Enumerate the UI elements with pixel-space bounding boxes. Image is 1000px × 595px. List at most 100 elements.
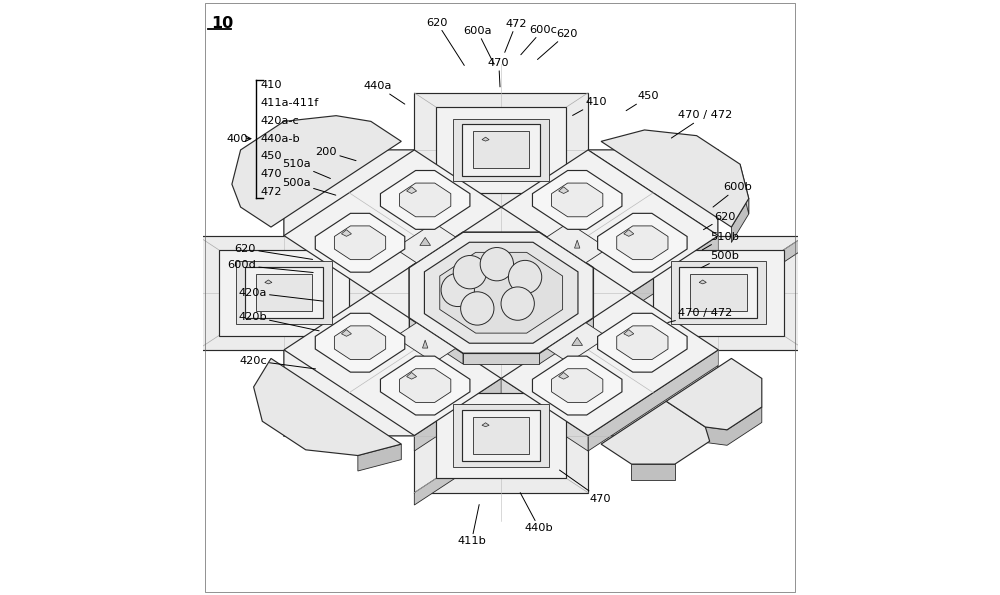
Polygon shape (315, 214, 405, 272)
Polygon shape (653, 250, 784, 336)
Polygon shape (740, 164, 749, 214)
Polygon shape (482, 423, 489, 427)
Text: 600c: 600c (521, 25, 557, 55)
Polygon shape (265, 280, 272, 284)
Polygon shape (588, 150, 718, 251)
Polygon shape (482, 137, 489, 141)
Polygon shape (197, 236, 371, 350)
Polygon shape (284, 150, 718, 436)
Polygon shape (462, 410, 540, 461)
Polygon shape (624, 330, 634, 336)
Polygon shape (409, 232, 593, 353)
Polygon shape (666, 358, 762, 430)
Text: 500b: 500b (701, 251, 739, 268)
Polygon shape (424, 242, 578, 343)
Polygon shape (631, 236, 805, 350)
Polygon shape (334, 226, 386, 259)
Circle shape (453, 255, 487, 289)
Polygon shape (453, 118, 549, 181)
Text: 450: 450 (626, 92, 660, 111)
Polygon shape (598, 314, 687, 372)
Text: 400: 400 (226, 134, 248, 143)
Polygon shape (601, 130, 749, 227)
Text: 411a-411f: 411a-411f (261, 98, 319, 108)
Polygon shape (552, 369, 603, 402)
Polygon shape (254, 358, 401, 456)
Polygon shape (699, 280, 706, 284)
Polygon shape (414, 93, 588, 207)
Text: 410: 410 (261, 80, 282, 90)
Polygon shape (731, 199, 749, 243)
Polygon shape (219, 250, 349, 336)
Polygon shape (400, 183, 451, 217)
Polygon shape (705, 407, 762, 445)
Text: 450: 450 (261, 152, 282, 161)
Circle shape (461, 292, 494, 325)
Polygon shape (380, 356, 470, 415)
Polygon shape (473, 417, 529, 454)
Polygon shape (601, 401, 710, 464)
Text: 10: 10 (211, 16, 234, 32)
Polygon shape (532, 171, 622, 229)
Polygon shape (256, 274, 312, 311)
Polygon shape (588, 350, 718, 451)
Polygon shape (341, 330, 351, 336)
Polygon shape (631, 236, 805, 362)
Polygon shape (547, 322, 608, 363)
Polygon shape (407, 187, 417, 193)
Text: 420b: 420b (238, 312, 319, 331)
Polygon shape (341, 230, 351, 236)
Text: 411b: 411b (457, 505, 486, 546)
Polygon shape (559, 372, 569, 379)
Polygon shape (539, 318, 593, 364)
Polygon shape (414, 378, 501, 451)
Polygon shape (501, 293, 718, 436)
Text: 510a: 510a (282, 159, 330, 178)
Polygon shape (671, 261, 766, 324)
Text: 470: 470 (261, 170, 282, 179)
Text: 200: 200 (315, 147, 356, 161)
Polygon shape (547, 223, 608, 263)
Polygon shape (624, 230, 634, 236)
Polygon shape (380, 171, 470, 229)
Polygon shape (334, 326, 386, 359)
Circle shape (480, 248, 514, 281)
Polygon shape (358, 444, 401, 471)
Text: 420c: 420c (239, 356, 316, 369)
Text: 600b: 600b (713, 183, 752, 207)
Polygon shape (598, 214, 687, 272)
Polygon shape (572, 337, 583, 345)
Polygon shape (409, 318, 463, 364)
Text: 440b: 440b (520, 493, 554, 533)
Text: 600d: 600d (227, 261, 313, 273)
Polygon shape (453, 404, 549, 467)
Polygon shape (284, 150, 501, 293)
Polygon shape (414, 378, 588, 493)
Circle shape (508, 261, 542, 294)
Text: 510b: 510b (702, 232, 739, 250)
Polygon shape (423, 340, 428, 348)
Text: 620: 620 (703, 212, 736, 230)
Polygon shape (501, 150, 718, 293)
Text: 420a: 420a (238, 288, 323, 301)
Polygon shape (501, 378, 588, 451)
Circle shape (501, 287, 534, 320)
Polygon shape (407, 372, 417, 379)
Polygon shape (462, 124, 540, 176)
Polygon shape (463, 353, 539, 364)
Polygon shape (440, 252, 563, 333)
Text: 620: 620 (235, 244, 313, 259)
Text: 620: 620 (426, 18, 464, 65)
Text: 470: 470 (488, 58, 510, 87)
Text: 620: 620 (537, 29, 577, 60)
Polygon shape (690, 274, 747, 311)
Circle shape (441, 273, 474, 306)
Polygon shape (631, 236, 718, 308)
Polygon shape (532, 356, 622, 415)
Polygon shape (414, 378, 588, 505)
Text: 470: 470 (560, 470, 611, 503)
Polygon shape (395, 322, 456, 363)
Polygon shape (559, 187, 569, 193)
Polygon shape (400, 369, 451, 402)
Polygon shape (245, 267, 323, 318)
